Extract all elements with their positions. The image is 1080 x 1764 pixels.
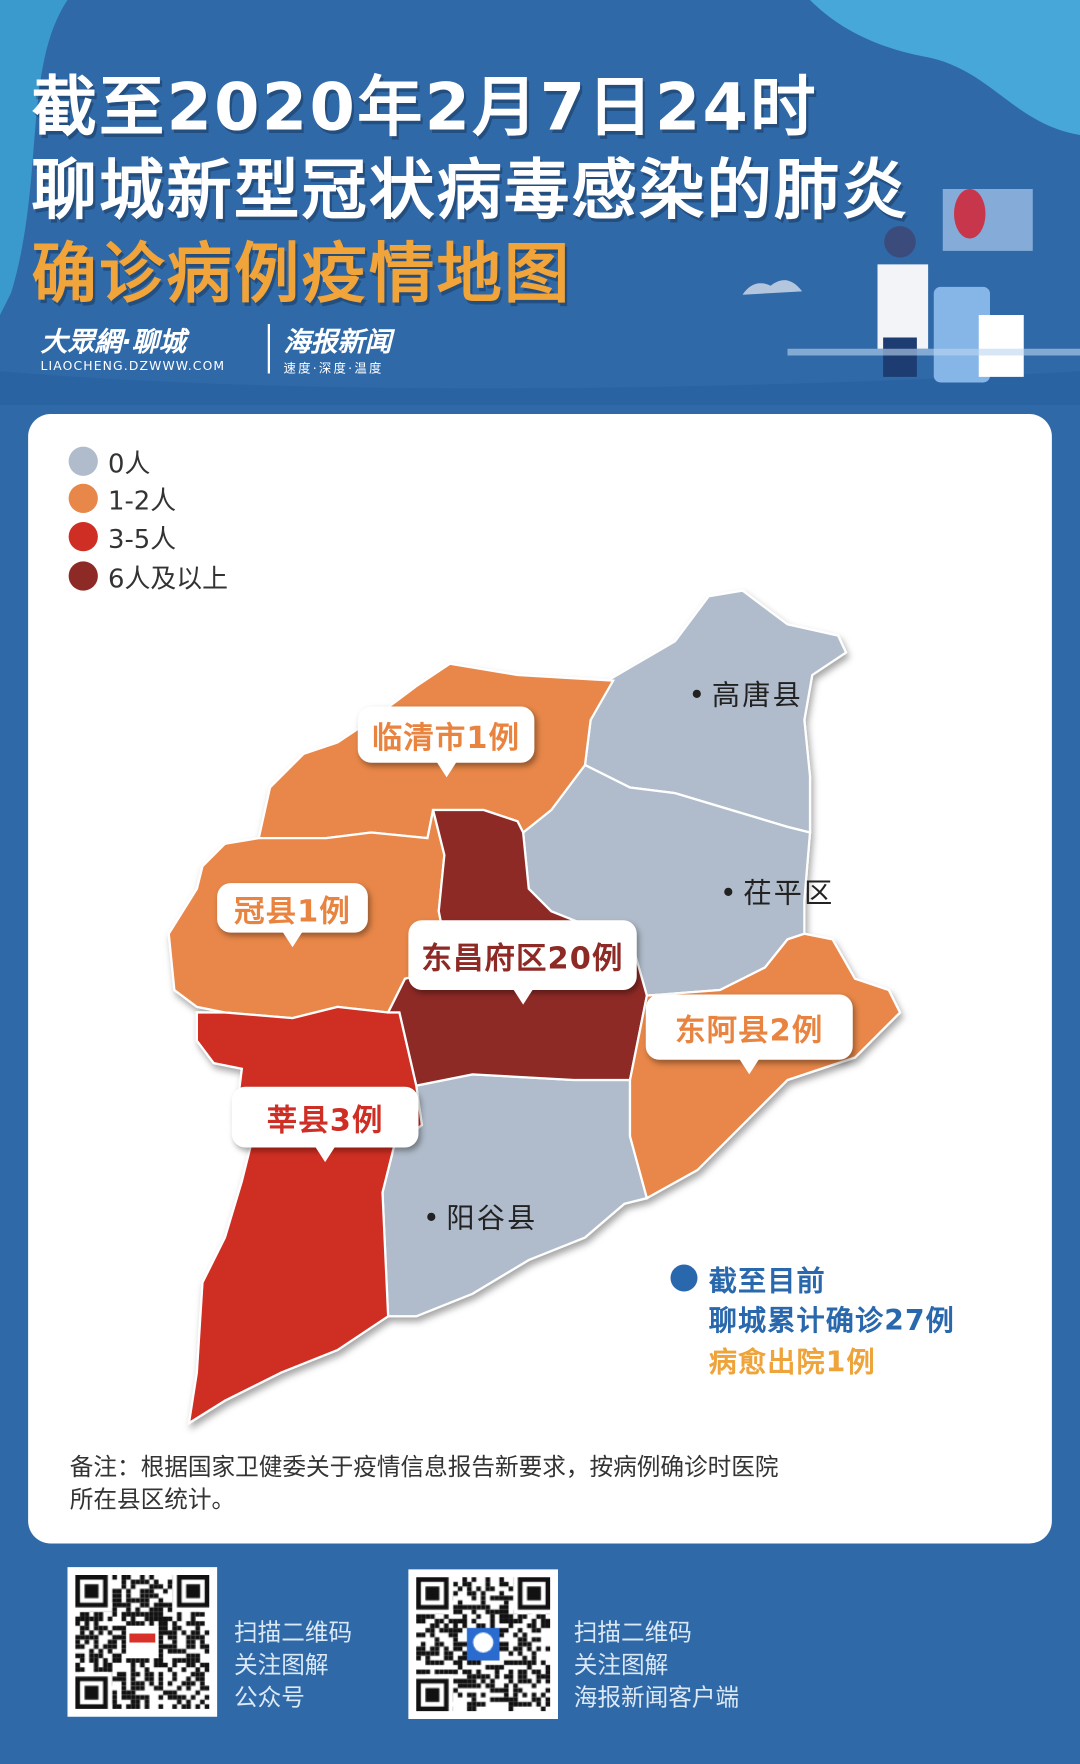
legend-item: 3-5人 [68,518,176,556]
callout-东昌府区: 东昌府区20例 [408,920,637,1005]
legend-swatch [68,446,98,476]
legend-swatch [68,561,98,591]
qr1-caption: 扫描二维码 关注图解 公众号 [234,1618,353,1712]
qr-code-haibao[interactable] [408,1569,558,1719]
summary-recovered: 病愈出院1例 [708,1345,876,1379]
note-line-2: 所在县区统计。 [69,1486,236,1514]
title-line-2: 聊城新型冠状病毒感染的肺炎 [31,151,910,229]
logo-divider [267,324,270,374]
place-label-阳谷县: 阳谷县 [423,1196,537,1237]
summary-dot [670,1264,698,1292]
callout-莘县: 莘县3例 [231,1086,419,1163]
title-line-1: 截至2020年2月7日24时 [31,68,818,146]
summary-line-1: 截至目前 [708,1264,826,1298]
title-line-3: 确诊病例疫情地图 [31,235,572,312]
haibao-logo: 海报新闻 速度·深度·温度 [283,326,392,376]
header-decoration [0,0,1080,405]
qr2-caption: 扫描二维码 关注图解 海报新闻客户端 [573,1618,740,1712]
legend-swatch [68,483,98,513]
dzwww-logo: 大眾網·聊城 LIAOCHENG.DZWWW.COM [40,326,226,374]
legend-item: 0人 [68,442,150,480]
summary-total-cases: 聊城累计确诊27例 [708,1303,955,1337]
callout-冠县: 冠县1例 [217,883,368,948]
place-label-茌平区: 茌平区 [720,871,834,912]
note-line-1: 备注：根据国家卫健委关于疫情信息报告新要求，按病例确诊时医院 [69,1453,779,1481]
legend-item: 1-2人 [68,479,176,517]
callout-临清市: 临清市1例 [357,706,535,778]
legend-swatch [68,522,98,552]
place-label-高唐县: 高唐县 [689,673,803,714]
legend-item: 6人及以上 [68,557,228,595]
qr-code-dzwww[interactable] [67,1567,218,1717]
doctor-illustration [742,189,1080,383]
callout-东阿县: 东阿县2例 [645,994,853,1075]
